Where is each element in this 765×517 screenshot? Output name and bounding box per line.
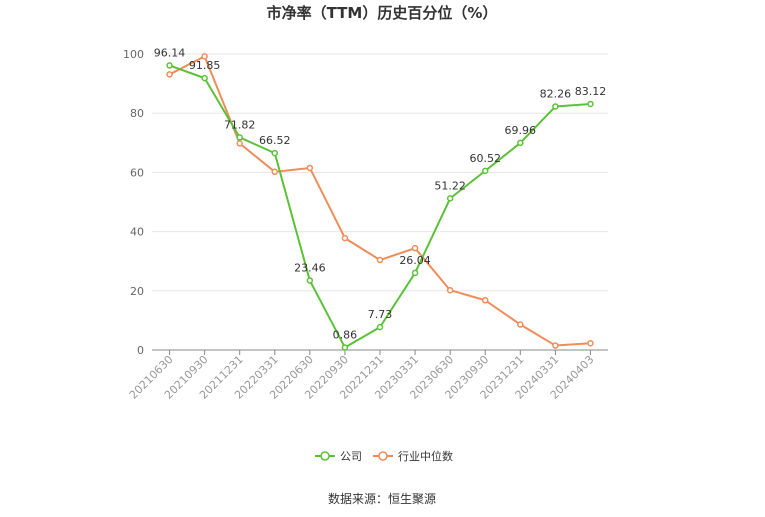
data-point (306, 164, 314, 172)
data-point (236, 140, 243, 147)
legend-swatch-marker (378, 451, 388, 461)
data-point (271, 168, 279, 176)
data-point (446, 286, 454, 294)
data-point (446, 195, 454, 202)
data-label: 69.96 (505, 124, 537, 137)
source-note: 数据来源：恒生聚源 (328, 491, 436, 506)
legend-label: 公司 (340, 450, 362, 463)
data-point (166, 71, 173, 78)
data-label: 66.52 (259, 134, 291, 147)
data-label: 23.46 (294, 262, 326, 275)
legend[interactable]: 公司 行业中位数 (315, 449, 453, 463)
data-label: 26.04 (399, 254, 431, 267)
legend-swatch-marker (320, 451, 330, 461)
data-point (411, 244, 419, 252)
data-point (481, 297, 489, 304)
data-point (552, 342, 559, 349)
data-point (587, 339, 594, 347)
data-label: 0.86 (333, 328, 358, 341)
data-label: 71.82 (224, 118, 256, 131)
data-label: 96.14 (154, 46, 186, 59)
y-tick-label: 0 (137, 344, 144, 357)
legend-label: 行业中位数 (398, 449, 453, 463)
data-point (341, 344, 349, 351)
data-point (236, 134, 243, 141)
data-point (306, 277, 314, 284)
y-tick-label: 20 (130, 285, 144, 298)
y-tick-label: 100 (123, 48, 144, 61)
data-label: 83.12 (575, 85, 607, 98)
data-point (481, 167, 489, 175)
data-point (376, 323, 384, 331)
data-label: 51.22 (434, 179, 466, 192)
data-point (166, 62, 173, 69)
data-point (201, 74, 208, 82)
data-point (552, 103, 559, 110)
data-label: 91.85 (189, 59, 221, 72)
data-point (517, 139, 524, 147)
series-line-行业中位数 (169, 55, 591, 347)
x-axis: 2021063020210930202112312022033120220630… (127, 350, 597, 402)
data-point (201, 53, 208, 60)
y-tick-label: 40 (130, 226, 144, 239)
data-point (341, 234, 349, 242)
data-point (376, 256, 384, 264)
y-tick-label: 60 (130, 166, 144, 179)
series-line-公司 (169, 64, 591, 349)
legend-item-行业中位数[interactable]: 行业中位数 (373, 449, 453, 463)
data-point (411, 269, 419, 277)
data-label: 82.26 (540, 88, 572, 101)
chart-title: 市净率（TTM）历史百分位（%） (267, 4, 498, 22)
legend-item-公司[interactable]: 公司 (315, 450, 362, 463)
y-tick-label: 80 (130, 107, 144, 120)
data-point (587, 100, 594, 108)
data-label: 60.52 (469, 152, 501, 165)
data-label: 7.73 (368, 308, 393, 321)
y-axis: 0 20 40 60 80 100 (123, 48, 144, 357)
data-point (271, 149, 279, 157)
series-group (166, 53, 594, 351)
data-point (517, 321, 524, 328)
